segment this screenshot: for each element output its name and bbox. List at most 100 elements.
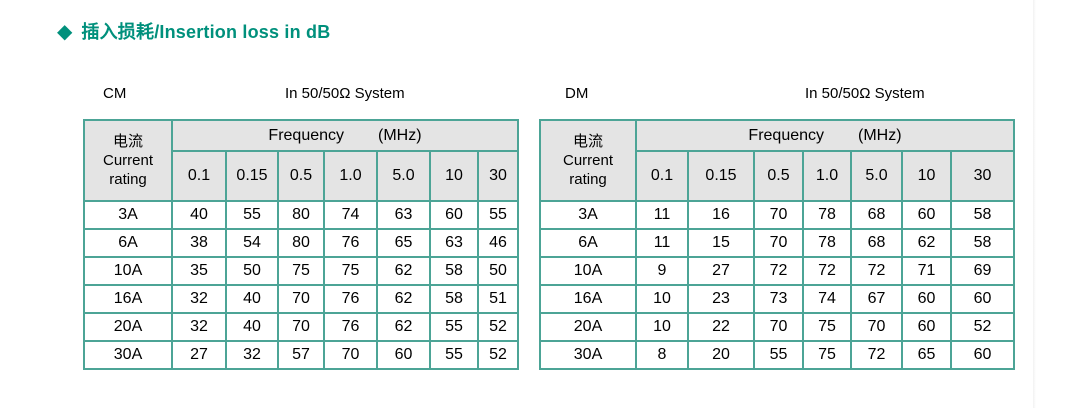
value-cell: 75 [802, 312, 852, 342]
value-cell: 70 [753, 200, 804, 230]
value-cell: 65 [376, 228, 431, 258]
value-cell: 78 [802, 200, 852, 230]
rating-cell: 3A [83, 200, 173, 230]
table-row: 10A 35 50 75 75 62 58 50 [83, 256, 519, 286]
rating-cell: 6A [539, 228, 637, 258]
value-cell: 58 [950, 228, 1015, 258]
value-cell: 62 [376, 256, 431, 286]
system-label: In 50/50Ω System [805, 85, 925, 102]
value-cell: 60 [901, 284, 952, 314]
frequency-tick: 0.1 [171, 150, 227, 202]
current-rating-header: 电流 Current rating [539, 119, 637, 202]
cm-table-caption: CM In 50/50Ω System [83, 84, 520, 119]
value-cell: 27 [687, 256, 755, 286]
value-cell: 55 [429, 340, 479, 370]
value-cell: 71 [901, 256, 952, 286]
value-cell: 62 [901, 228, 952, 258]
mode-label-cm: CM [103, 85, 127, 102]
value-cell: 60 [429, 200, 479, 230]
value-cell: 52 [950, 312, 1015, 342]
value-cell: 62 [376, 312, 431, 342]
value-cell: 50 [477, 256, 519, 286]
value-cell: 70 [323, 340, 378, 370]
value-cell: 58 [429, 256, 479, 286]
frequency-tick: 0.15 [225, 150, 279, 202]
frequency-unit: (MHz) [858, 126, 902, 144]
value-cell: 10 [635, 284, 689, 314]
value-cell: 73 [753, 284, 804, 314]
current-rating-header: 电流 Current rating [83, 119, 173, 202]
table-row: 30A 8 20 55 75 72 65 60 [539, 340, 1015, 370]
rating-cell: 20A [539, 312, 637, 342]
value-cell: 72 [753, 256, 804, 286]
value-cell: 32 [171, 312, 227, 342]
current-rating-header-line: 电流 [572, 133, 603, 150]
value-cell: 75 [277, 256, 325, 286]
value-cell: 40 [225, 284, 279, 314]
rating-cell: 16A [83, 284, 173, 314]
value-cell: 72 [802, 256, 852, 286]
current-rating-header-line: rating [109, 171, 147, 188]
frequency-tick: 30 [950, 150, 1015, 202]
frequency-tick: 1.0 [802, 150, 852, 202]
value-cell: 40 [225, 312, 279, 342]
value-cell: 76 [323, 284, 378, 314]
value-cell: 65 [901, 340, 952, 370]
value-cell: 70 [850, 312, 903, 342]
value-cell: 70 [753, 312, 804, 342]
value-cell: 80 [277, 200, 325, 230]
value-cell: 23 [687, 284, 755, 314]
value-cell: 63 [376, 200, 431, 230]
frequency-tick: 0.15 [687, 150, 755, 202]
frequency-header: Frequency (MHz) [635, 119, 1015, 152]
frequency-tick: 10 [429, 150, 479, 202]
table-row: 6A 11 15 70 78 68 62 58 [539, 228, 1015, 258]
value-cell: 72 [850, 256, 903, 286]
value-cell: 76 [323, 228, 378, 258]
frequency-tick: 5.0 [850, 150, 903, 202]
table-row: 30A 27 32 57 70 60 55 52 [83, 340, 519, 370]
frequency-tick: 0.1 [635, 150, 689, 202]
value-cell: 72 [850, 340, 903, 370]
value-cell: 10 [635, 312, 689, 342]
value-cell: 60 [376, 340, 431, 370]
frequency-tick: 5.0 [376, 150, 431, 202]
frequency-header: Frequency (MHz) [171, 119, 519, 152]
value-cell: 51 [477, 284, 519, 314]
table-row: 3A 11 16 70 78 68 60 58 [539, 200, 1015, 230]
table-row: 16A 32 40 70 76 62 58 51 [83, 284, 519, 314]
value-cell: 75 [323, 256, 378, 286]
value-cell: 58 [429, 284, 479, 314]
value-cell: 9 [635, 256, 689, 286]
table-row: 20A 32 40 70 76 62 55 52 [83, 312, 519, 342]
value-cell: 76 [323, 312, 378, 342]
value-cell: 63 [429, 228, 479, 258]
value-cell: 8 [635, 340, 689, 370]
value-cell: 54 [225, 228, 279, 258]
value-cell: 11 [635, 200, 689, 230]
diamond-icon: ◆ [57, 21, 73, 43]
rating-cell: 20A [83, 312, 173, 342]
value-cell: 80 [277, 228, 325, 258]
value-cell: 52 [477, 340, 519, 370]
value-cell: 60 [901, 200, 952, 230]
value-cell: 55 [753, 340, 804, 370]
table-row: 20A 10 22 70 75 70 60 52 [539, 312, 1015, 342]
mode-label-dm: DM [565, 85, 589, 102]
value-cell: 40 [171, 200, 227, 230]
value-cell: 55 [477, 200, 519, 230]
dm-table-caption: DM In 50/50Ω System [539, 84, 1017, 119]
value-cell: 70 [277, 312, 325, 342]
value-cell: 60 [950, 340, 1015, 370]
rating-cell: 16A [539, 284, 637, 314]
dm-insertion-loss-table: 电流 Current rating Frequency (MHz) 0.1 0.15 0.5 1… [539, 119, 1015, 370]
value-cell: 11 [635, 228, 689, 258]
table-row: 6A 38 54 80 76 65 63 46 [83, 228, 519, 258]
frequency-tick: 10 [901, 150, 952, 202]
value-cell: 16 [687, 200, 755, 230]
rating-cell: 6A [83, 228, 173, 258]
page-title: 插入损耗/Insertion loss in dB [81, 22, 331, 42]
frequency-label: Frequency [748, 126, 825, 144]
current-rating-header-line: rating [569, 171, 607, 188]
